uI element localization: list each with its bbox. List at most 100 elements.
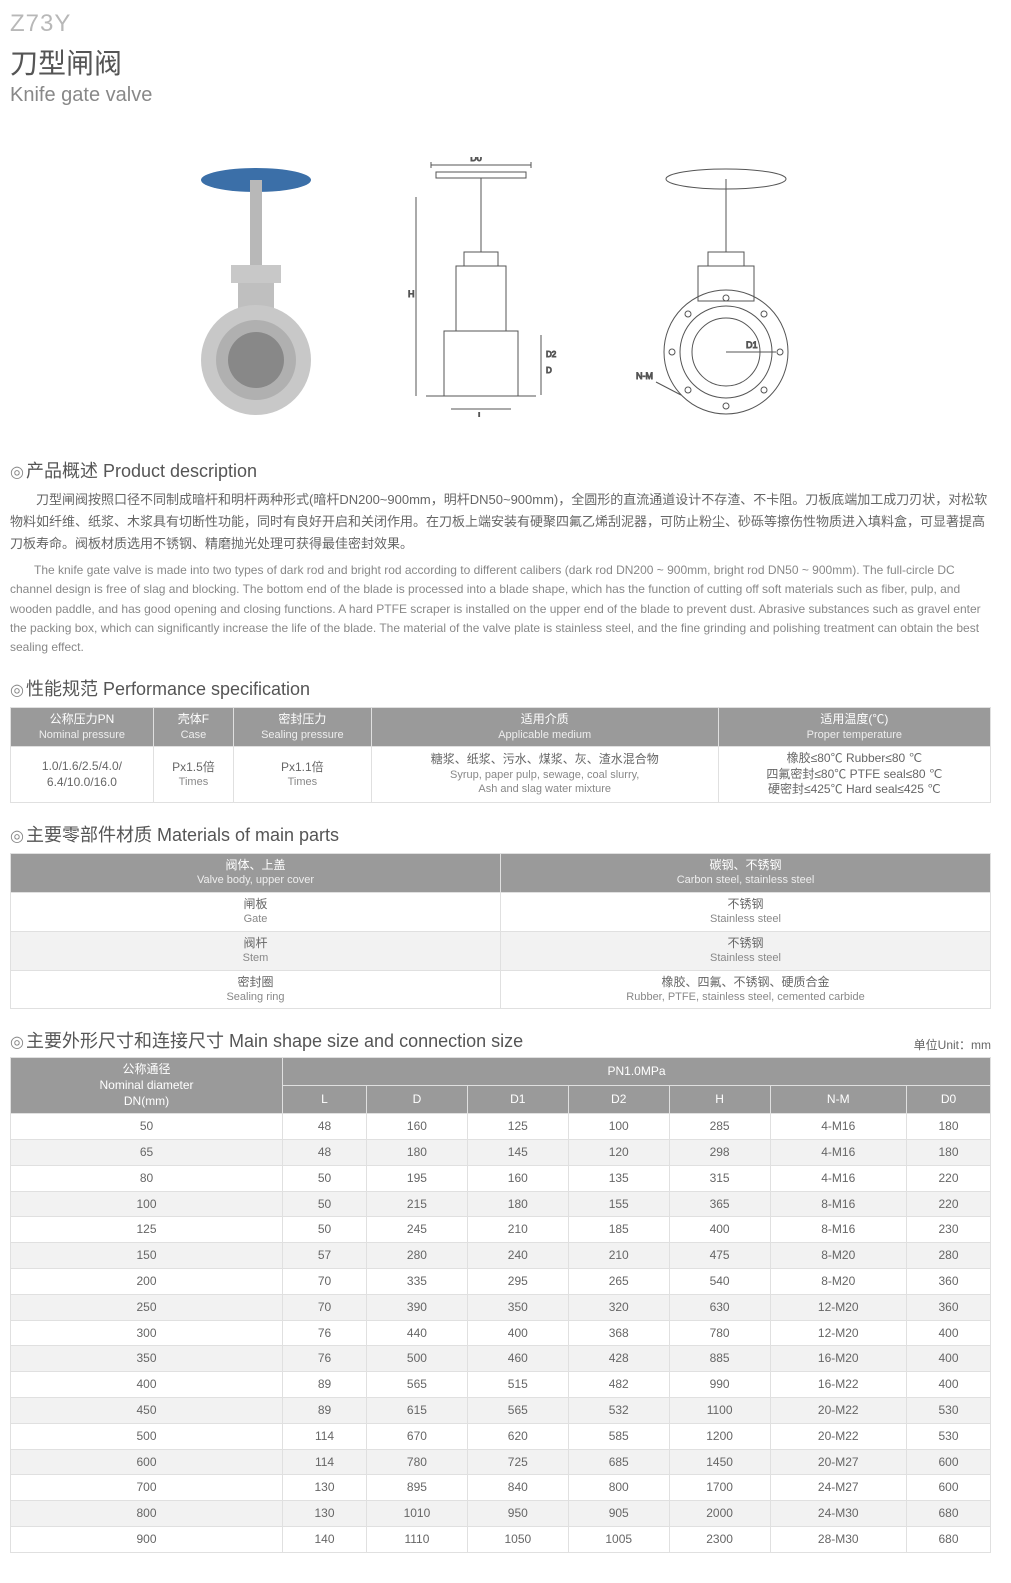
valve-diagram-front: D0 H D2 D L (396, 157, 566, 417)
svg-text:D0: D0 (470, 157, 482, 163)
title-en: Knife gate valve (10, 84, 991, 107)
perf-temp: 橡胶≤80℃ Rubber≤80 ℃四氟密封≤80℃ PTFE seal≤80 … (718, 747, 990, 803)
size-cell: 400 (906, 1372, 990, 1398)
size-cell: 240 (467, 1243, 568, 1269)
size-cell: 285 (669, 1114, 770, 1140)
mat-part: 密封圈Sealing ring (11, 970, 501, 1009)
size-cell: 1450 (669, 1449, 770, 1475)
size-cell: 390 (366, 1294, 467, 1320)
size-cell: 210 (568, 1243, 669, 1269)
size-cell: 780 (366, 1449, 467, 1475)
size-cell: 1200 (669, 1423, 770, 1449)
size-cell: 150 (11, 1243, 283, 1269)
size-cell: 280 (906, 1243, 990, 1269)
size-cell: 428 (568, 1346, 669, 1372)
size-cell: 460 (467, 1346, 568, 1372)
size-col: D (366, 1086, 467, 1114)
size-cell: 50 (283, 1217, 367, 1243)
perf-case: Px1.5倍Times (153, 747, 233, 803)
section-title-description: 产品概述 Product description (10, 457, 991, 483)
valve-diagram-side: D1 N-M (626, 157, 826, 417)
size-row: 500114670620585120020-M22530 (11, 1423, 991, 1449)
mat-part: 阀杆Stem (11, 931, 501, 970)
size-cell: 16-M22 (770, 1372, 906, 1398)
size-col: L (283, 1086, 367, 1114)
mat-part: 阀体、上盖Valve body, upper cover (11, 853, 501, 892)
size-cell: 50 (11, 1114, 283, 1140)
materials-row: 阀体、上盖Valve body, upper cover碳钢、不锈钢Carbon… (11, 853, 991, 892)
size-row: 4008956551548299016-M22400 (11, 1372, 991, 1398)
size-col: D2 (568, 1086, 669, 1114)
size-cell: 180 (906, 1140, 990, 1166)
size-cell: 565 (366, 1372, 467, 1398)
size-cell: 100 (11, 1191, 283, 1217)
size-cell: 2000 (669, 1501, 770, 1527)
size-row: 2507039035032063012-M20360 (11, 1294, 991, 1320)
size-cell: 24-M27 (770, 1475, 906, 1501)
size-cell: 48 (283, 1140, 367, 1166)
description-cn: 刀型闸阀按照口径不同制成暗杆和明杆两种形式(暗杆DN200~900mm，明杆DN… (10, 489, 991, 555)
size-cell: 800 (568, 1475, 669, 1501)
materials-row: 密封圈Sealing ring橡胶、四氟、不锈钢、硬质合金Rubber, PTF… (11, 970, 991, 1009)
size-cell: 230 (906, 1217, 990, 1243)
size-cell: 540 (669, 1269, 770, 1295)
size-cell: 57 (283, 1243, 367, 1269)
size-cell: 4-M16 (770, 1140, 906, 1166)
size-cell: 89 (283, 1372, 367, 1398)
size-cell: 530 (906, 1398, 990, 1424)
perf-h-med: 适用介质Applicable medium (371, 708, 718, 747)
size-cell: 400 (669, 1217, 770, 1243)
size-cell: 50 (283, 1165, 367, 1191)
size-cell: 365 (669, 1191, 770, 1217)
size-cell: 620 (467, 1423, 568, 1449)
size-cell: 28-M30 (770, 1526, 906, 1552)
size-row: 900140111010501005230028-M30680 (11, 1526, 991, 1552)
size-cell: 160 (366, 1114, 467, 1140)
size-row: 600114780725685145020-M27600 (11, 1449, 991, 1475)
description-en: The knife gate valve is made into two ty… (10, 561, 991, 657)
size-cell: 50 (283, 1191, 367, 1217)
size-cell: 180 (467, 1191, 568, 1217)
size-col: D0 (906, 1086, 990, 1114)
mat-value: 碳钢、不锈钢Carbon steel, stainless steel (501, 853, 991, 892)
svg-text:N-M: N-M (636, 371, 653, 381)
size-cell: 600 (906, 1475, 990, 1501)
size-cell: 135 (568, 1165, 669, 1191)
size-cell: 885 (669, 1346, 770, 1372)
size-cell: 585 (568, 1423, 669, 1449)
perf-h-seal: 密封压力Sealing pressure (234, 708, 372, 747)
size-cell: 685 (568, 1449, 669, 1475)
size-unit: 单位Unit：mm (914, 1036, 991, 1053)
size-cell: 1700 (669, 1475, 770, 1501)
size-cell: 140 (283, 1526, 367, 1552)
size-cell: 800 (11, 1501, 283, 1527)
size-header-row: 公称通径 Nominal diameter DN(mm)PN1.0MPa (11, 1058, 991, 1086)
size-cell: 245 (366, 1217, 467, 1243)
size-h-pn: PN1.0MPa (283, 1058, 991, 1086)
perf-med: 糖浆、纸浆、污水、煤浆、灰、渣水混合物Syrup, paper pulp, se… (371, 747, 718, 803)
size-cell: 360 (906, 1269, 990, 1295)
size-cell: 400 (467, 1320, 568, 1346)
size-cell: 120 (568, 1140, 669, 1166)
size-cell: 180 (366, 1140, 467, 1166)
size-cell: 155 (568, 1191, 669, 1217)
materials-row: 阀杆Stem不锈钢Stainless steel (11, 931, 991, 970)
perf-pn: 1.0/1.6/2.5/4.0/ 6.4/10.0/16.0 (11, 747, 154, 803)
size-cell: 70 (283, 1269, 367, 1295)
valve-photo (176, 160, 336, 415)
size-cell: 4-M16 (770, 1165, 906, 1191)
size-cell: 1100 (669, 1398, 770, 1424)
size-cell: 298 (669, 1140, 770, 1166)
size-cell: 76 (283, 1320, 367, 1346)
size-row: 125502452101854008-M16230 (11, 1217, 991, 1243)
size-cell: 250 (11, 1294, 283, 1320)
size-cell: 200 (11, 1269, 283, 1295)
size-cell: 905 (568, 1501, 669, 1527)
size-cell: 900 (11, 1526, 283, 1552)
size-cell: 100 (568, 1114, 669, 1140)
materials-table: 阀体、上盖Valve body, upper cover碳钢、不锈钢Carbon… (10, 853, 991, 1010)
mat-value: 橡胶、四氟、不锈钢、硬质合金Rubber, PTFE, stainless st… (501, 970, 991, 1009)
size-cell: 1110 (366, 1526, 467, 1552)
size-row: 65481801451202984-M16180 (11, 1140, 991, 1166)
size-cell: 670 (366, 1423, 467, 1449)
